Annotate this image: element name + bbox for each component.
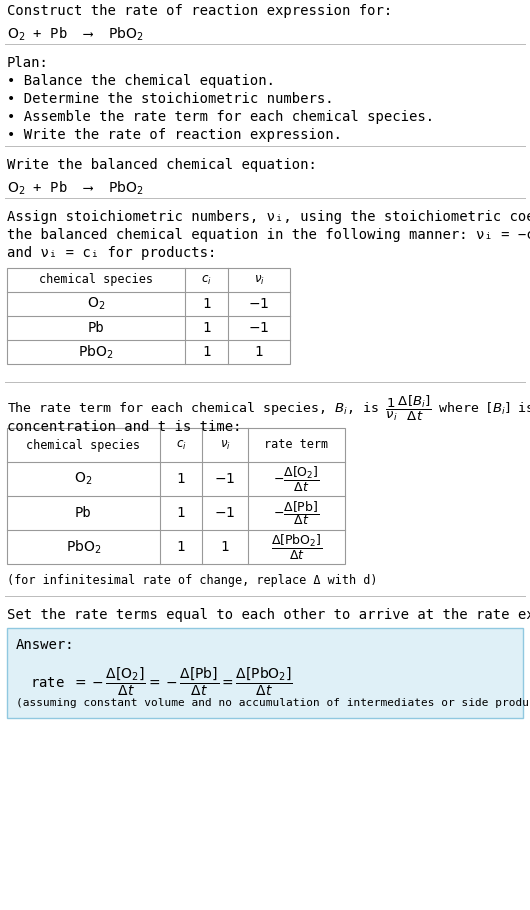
Text: $-\dfrac{\Delta[\mathrm{Pb}]}{\Delta t}$: $-\dfrac{\Delta[\mathrm{Pb}]}{\Delta t}$ [273, 499, 320, 527]
Text: 1: 1 [255, 345, 263, 359]
Text: 1: 1 [202, 321, 211, 335]
Text: Pb: Pb [75, 506, 92, 520]
Text: $-1$: $-1$ [249, 321, 270, 335]
Text: $-1$: $-1$ [249, 297, 270, 311]
Text: $\mathrm{O_2}$ + Pb  ⟶  $\mathrm{PbO_2}$: $\mathrm{O_2}$ + Pb ⟶ $\mathrm{PbO_2}$ [7, 26, 144, 44]
Text: Set the rate terms equal to each other to arrive at the rate expression:: Set the rate terms equal to each other t… [7, 608, 530, 622]
Text: concentration and t is time:: concentration and t is time: [7, 420, 242, 434]
Text: Write the balanced chemical equation:: Write the balanced chemical equation: [7, 158, 317, 172]
Text: • Balance the chemical equation.: • Balance the chemical equation. [7, 74, 275, 88]
Text: Pb: Pb [87, 321, 104, 335]
Text: $\nu_i$: $\nu_i$ [219, 439, 231, 451]
Text: $\mathrm{PbO_2}$: $\mathrm{PbO_2}$ [78, 343, 114, 360]
Text: The rate term for each chemical species, $B_i$, is $\dfrac{1}{\nu_i}\dfrac{\Delt: The rate term for each chemical species,… [7, 394, 530, 423]
Text: (for infinitesimal rate of change, replace Δ with d): (for infinitesimal rate of change, repla… [7, 574, 377, 587]
Text: • Assemble the rate term for each chemical species.: • Assemble the rate term for each chemic… [7, 110, 434, 124]
Text: rate $= -\dfrac{\Delta[\mathrm{O_2}]}{\Delta t} = -\dfrac{\Delta[\mathrm{Pb}]}{\: rate $= -\dfrac{\Delta[\mathrm{O_2}]}{\D… [30, 666, 293, 698]
Text: $\mathrm{O_2}$ + Pb  ⟶  $\mathrm{PbO_2}$: $\mathrm{O_2}$ + Pb ⟶ $\mathrm{PbO_2}$ [7, 180, 144, 197]
FancyBboxPatch shape [7, 628, 523, 718]
Text: the balanced chemical equation in the following manner: νᵢ = −cᵢ for reactants: the balanced chemical equation in the fo… [7, 228, 530, 242]
Text: rate term: rate term [264, 439, 329, 451]
Text: Assign stoichiometric numbers, νᵢ, using the stoichiometric coefficients, cᵢ, fr: Assign stoichiometric numbers, νᵢ, using… [7, 210, 530, 224]
Text: $\nu_i$: $\nu_i$ [253, 273, 264, 287]
Text: $\mathrm{O_2}$: $\mathrm{O_2}$ [74, 470, 93, 487]
Text: 1: 1 [202, 345, 211, 359]
Text: $c_i$: $c_i$ [175, 439, 187, 451]
Text: Answer:: Answer: [16, 638, 75, 652]
Text: $-\dfrac{\Delta[\mathrm{O_2}]}{\Delta t}$: $-\dfrac{\Delta[\mathrm{O_2}]}{\Delta t}… [273, 464, 320, 493]
Text: $\mathrm{PbO_2}$: $\mathrm{PbO_2}$ [66, 539, 101, 556]
Text: 1: 1 [177, 540, 185, 554]
Text: $c_i$: $c_i$ [201, 273, 212, 287]
Text: $-1$: $-1$ [214, 472, 236, 486]
Text: 1: 1 [177, 472, 185, 486]
Text: $\mathrm{O_2}$: $\mathrm{O_2}$ [87, 296, 105, 312]
Text: Construct the rate of reaction expression for:: Construct the rate of reaction expressio… [7, 4, 392, 18]
Text: 1: 1 [221, 540, 229, 554]
Text: (assuming constant volume and no accumulation of intermediates or side products): (assuming constant volume and no accumul… [16, 698, 530, 708]
Text: chemical species: chemical species [39, 274, 153, 287]
Text: 1: 1 [177, 506, 185, 520]
Text: • Determine the stoichiometric numbers.: • Determine the stoichiometric numbers. [7, 92, 333, 106]
Text: chemical species: chemical species [26, 439, 140, 451]
Text: Plan:: Plan: [7, 56, 49, 70]
Text: $-1$: $-1$ [214, 506, 236, 520]
Text: • Write the rate of reaction expression.: • Write the rate of reaction expression. [7, 128, 342, 142]
Bar [7, 268, 290, 364]
Text: and νᵢ = cᵢ for products:: and νᵢ = cᵢ for products: [7, 246, 216, 260]
Text: $\dfrac{\Delta[\mathrm{PbO_2}]}{\Delta t}$: $\dfrac{\Delta[\mathrm{PbO_2}]}{\Delta t… [271, 532, 322, 561]
Bar [7, 428, 345, 564]
Text: 1: 1 [202, 297, 211, 311]
